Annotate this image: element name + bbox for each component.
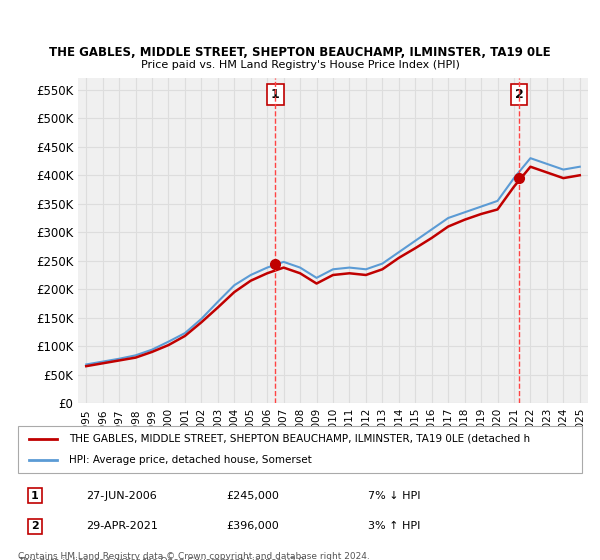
Text: 3% ↑ HPI: 3% ↑ HPI [368,521,420,531]
Text: 2: 2 [31,521,39,531]
Text: Price paid vs. HM Land Registry's House Price Index (HPI): Price paid vs. HM Land Registry's House … [140,60,460,70]
FancyBboxPatch shape [18,426,582,473]
Text: HPI: Average price, detached house, Somerset: HPI: Average price, detached house, Some… [69,455,311,465]
Text: £396,000: £396,000 [227,521,280,531]
Text: 1: 1 [31,491,39,501]
Text: 2: 2 [515,88,523,101]
Text: 29-APR-2021: 29-APR-2021 [86,521,158,531]
Text: £245,000: £245,000 [227,491,280,501]
Text: 1: 1 [271,88,280,101]
Text: Contains HM Land Registry data © Crown copyright and database right 2024.: Contains HM Land Registry data © Crown c… [18,552,370,560]
Text: THE GABLES, MIDDLE STREET, SHEPTON BEAUCHAMP, ILMINSTER, TA19 0LE: THE GABLES, MIDDLE STREET, SHEPTON BEAUC… [49,46,551,59]
Text: 27-JUN-2006: 27-JUN-2006 [86,491,157,501]
Text: 7% ↓ HPI: 7% ↓ HPI [368,491,420,501]
Text: This data is licensed under the Open Government Licence v3.0.: This data is licensed under the Open Gov… [18,557,307,560]
Text: THE GABLES, MIDDLE STREET, SHEPTON BEAUCHAMP, ILMINSTER, TA19 0LE (detached h: THE GABLES, MIDDLE STREET, SHEPTON BEAUC… [69,434,530,444]
